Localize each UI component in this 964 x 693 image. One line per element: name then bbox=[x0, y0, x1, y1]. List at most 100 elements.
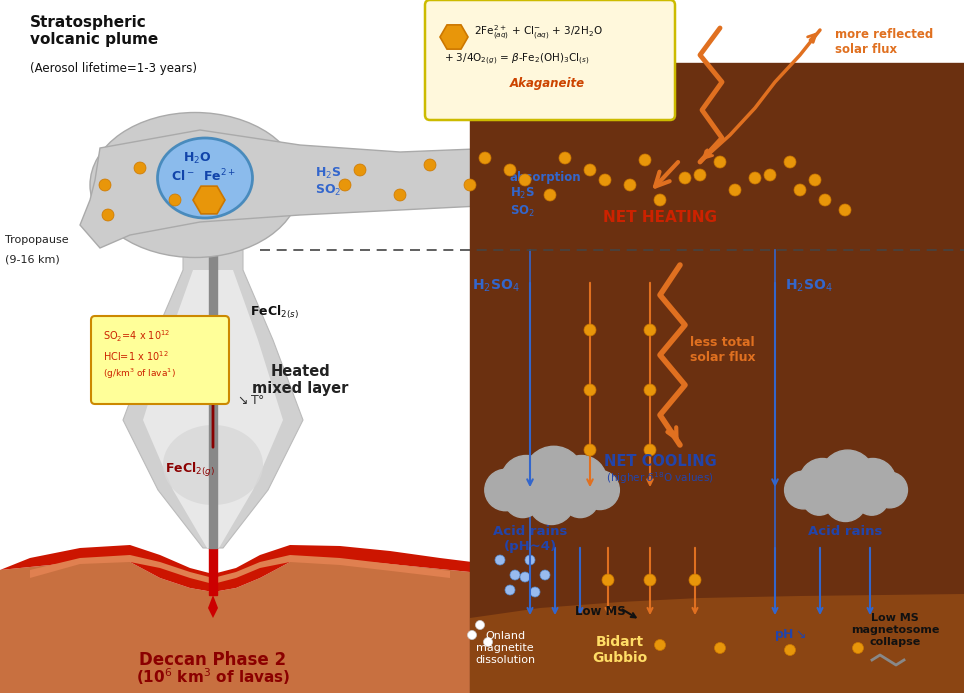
FancyBboxPatch shape bbox=[425, 0, 675, 120]
Bar bbox=[470, 63, 964, 693]
Circle shape bbox=[714, 642, 726, 653]
Circle shape bbox=[169, 194, 181, 206]
Circle shape bbox=[479, 152, 491, 164]
Circle shape bbox=[468, 631, 476, 640]
Circle shape bbox=[339, 179, 351, 191]
Circle shape bbox=[134, 162, 146, 174]
Text: NET HEATING: NET HEATING bbox=[603, 211, 717, 225]
Text: Onland
magnetite
dissolution: Onland magnetite dissolution bbox=[475, 631, 535, 665]
Circle shape bbox=[504, 164, 516, 176]
Text: Heated
mixed layer: Heated mixed layer bbox=[252, 364, 348, 396]
Circle shape bbox=[644, 444, 656, 456]
Circle shape bbox=[794, 184, 806, 196]
Text: Fe$^{2+}$: Fe$^{2+}$ bbox=[202, 168, 235, 184]
Text: H$_2$O: H$_2$O bbox=[183, 150, 211, 166]
Circle shape bbox=[530, 587, 540, 597]
Text: Tropopause: Tropopause bbox=[5, 235, 68, 245]
Polygon shape bbox=[0, 560, 480, 693]
Circle shape bbox=[484, 638, 493, 647]
Circle shape bbox=[519, 174, 531, 186]
Text: Bidart
Gubbio: Bidart Gubbio bbox=[592, 635, 648, 665]
Circle shape bbox=[510, 570, 520, 580]
Text: Stratosphere: Stratosphere bbox=[877, 235, 950, 245]
Circle shape bbox=[102, 209, 114, 221]
Circle shape bbox=[852, 642, 864, 653]
Text: SO$_2$=4 x 10$^{12}$: SO$_2$=4 x 10$^{12}$ bbox=[103, 328, 171, 344]
Circle shape bbox=[689, 574, 701, 586]
Circle shape bbox=[679, 172, 691, 184]
Circle shape bbox=[785, 471, 822, 509]
Circle shape bbox=[559, 152, 571, 164]
Polygon shape bbox=[30, 555, 450, 584]
Circle shape bbox=[644, 574, 656, 586]
Circle shape bbox=[655, 640, 665, 651]
Ellipse shape bbox=[157, 138, 253, 218]
Circle shape bbox=[580, 471, 619, 509]
Circle shape bbox=[501, 455, 551, 506]
Text: H$_2$SO$_4$: H$_2$SO$_4$ bbox=[472, 278, 520, 295]
Circle shape bbox=[523, 446, 583, 506]
Circle shape bbox=[820, 450, 875, 505]
Circle shape bbox=[525, 555, 535, 565]
Circle shape bbox=[540, 570, 550, 580]
Circle shape bbox=[644, 384, 656, 396]
Circle shape bbox=[584, 384, 596, 396]
Text: less total
solar flux: less total solar flux bbox=[690, 336, 756, 364]
Circle shape bbox=[584, 444, 596, 456]
Circle shape bbox=[819, 194, 831, 206]
Text: (9-16 km): (9-16 km) bbox=[5, 255, 60, 265]
Text: Acid rains
(pH~4): Acid rains (pH~4) bbox=[493, 525, 567, 553]
Text: absorption
H$_2$S
SO$_2$: absorption H$_2$S SO$_2$ bbox=[510, 171, 581, 219]
Circle shape bbox=[505, 585, 515, 595]
Circle shape bbox=[520, 572, 530, 582]
Circle shape bbox=[99, 179, 111, 191]
Text: Low MS
magnetosome
collapse: Low MS magnetosome collapse bbox=[851, 613, 939, 647]
Circle shape bbox=[464, 179, 476, 191]
Text: (10$^6$ km$^3$ of lavas): (10$^6$ km$^3$ of lavas) bbox=[136, 667, 290, 687]
Circle shape bbox=[809, 174, 821, 186]
Text: $\searrow$T°: $\searrow$T° bbox=[235, 394, 265, 407]
Circle shape bbox=[764, 169, 776, 181]
FancyBboxPatch shape bbox=[91, 316, 229, 404]
Text: NET COOLING: NET COOLING bbox=[603, 455, 716, 469]
Text: Troposphere: Troposphere bbox=[881, 255, 950, 265]
Circle shape bbox=[714, 156, 726, 168]
Text: FeCl$_{2(g)}$: FeCl$_{2(g)}$ bbox=[165, 461, 215, 479]
Text: Stratospheric
volcanic plume: Stratospheric volcanic plume bbox=[30, 15, 158, 47]
Circle shape bbox=[802, 482, 836, 515]
Polygon shape bbox=[470, 594, 964, 693]
Ellipse shape bbox=[163, 425, 263, 505]
Circle shape bbox=[556, 455, 606, 506]
Circle shape bbox=[624, 179, 636, 191]
Text: pH$\searrow$: pH$\searrow$ bbox=[774, 627, 806, 643]
Text: Cl$^-$: Cl$^-$ bbox=[172, 169, 195, 183]
Circle shape bbox=[562, 481, 599, 518]
Circle shape bbox=[485, 469, 526, 511]
Text: H$_2$SO$_4$: H$_2$SO$_4$ bbox=[785, 278, 833, 295]
Bar bbox=[209, 548, 217, 595]
Circle shape bbox=[694, 169, 706, 181]
Text: + 3/4O$_{2(g)}$ = $\beta$-Fe$_2$(OH)$_3$Cl$_{(s)}$: + 3/4O$_{2(g)}$ = $\beta$-Fe$_2$(OH)$_3$… bbox=[444, 51, 589, 67]
Circle shape bbox=[495, 555, 505, 565]
Text: Acid rains: Acid rains bbox=[808, 525, 882, 538]
Polygon shape bbox=[80, 130, 880, 248]
Circle shape bbox=[644, 324, 656, 336]
FancyArrowPatch shape bbox=[656, 162, 678, 186]
Circle shape bbox=[599, 174, 611, 186]
Circle shape bbox=[871, 472, 907, 508]
Circle shape bbox=[528, 478, 575, 525]
Circle shape bbox=[784, 156, 796, 168]
Circle shape bbox=[849, 459, 896, 505]
Text: HCl=1 x 10$^{12}$: HCl=1 x 10$^{12}$ bbox=[103, 349, 169, 363]
Circle shape bbox=[504, 481, 541, 518]
Circle shape bbox=[584, 164, 596, 176]
Text: (higher $\delta^{18}$O values): (higher $\delta^{18}$O values) bbox=[606, 470, 713, 486]
Circle shape bbox=[839, 204, 851, 216]
Text: (g/km$^3$ of lava$^1$): (g/km$^3$ of lava$^1$) bbox=[103, 367, 175, 381]
Circle shape bbox=[475, 620, 485, 629]
Polygon shape bbox=[208, 595, 218, 618]
Circle shape bbox=[749, 172, 761, 184]
Circle shape bbox=[824, 480, 867, 522]
Circle shape bbox=[855, 482, 889, 515]
Text: more reflected
solar flux: more reflected solar flux bbox=[835, 28, 933, 56]
